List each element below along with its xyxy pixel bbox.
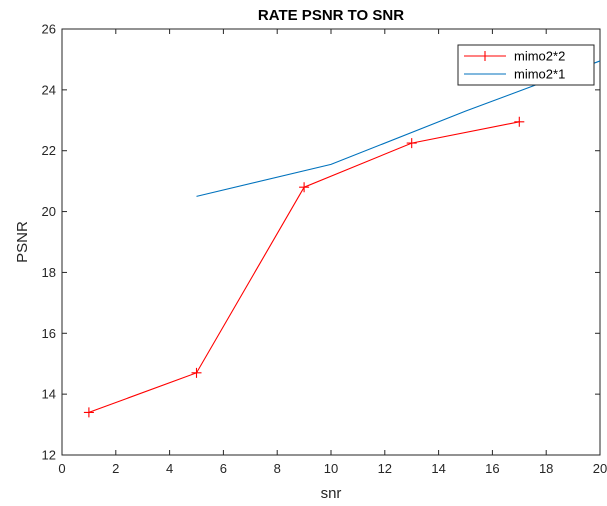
x-tick-label: 6 xyxy=(220,461,227,476)
data-point-marker xyxy=(299,182,310,193)
y-tick-label: 24 xyxy=(42,82,56,97)
data-point-marker xyxy=(406,138,417,149)
legend-marker xyxy=(480,51,490,61)
x-tick-label: 18 xyxy=(539,461,553,476)
y-tick-label: 20 xyxy=(42,204,56,219)
x-tick-label: 14 xyxy=(431,461,445,476)
y-axis-label: PSNR xyxy=(14,221,31,263)
x-tick-label: 2 xyxy=(112,461,119,476)
y-tick-label: 16 xyxy=(42,326,56,341)
legend-box xyxy=(457,44,595,86)
data-point-marker xyxy=(191,367,202,378)
x-tick-label: 10 xyxy=(324,461,338,476)
legend-label: mimo2*1 xyxy=(514,67,565,82)
series-line-mimo2*1 xyxy=(196,60,601,197)
x-tick-label: 0 xyxy=(58,461,65,476)
x-tick-label: 4 xyxy=(166,461,173,476)
y-tick-label: 26 xyxy=(42,22,56,37)
legend-label: mimo2*2 xyxy=(514,49,565,64)
legend: mimo2*2 mimo2*1 xyxy=(457,44,595,86)
data-point-marker xyxy=(83,407,94,418)
y-tick-label: 22 xyxy=(42,143,56,158)
chart-title: RATE PSNR TO SNR xyxy=(258,7,404,24)
y-tick-label: 14 xyxy=(42,387,56,402)
y-tick-label: 12 xyxy=(42,448,56,463)
x-axis-label: snr xyxy=(321,485,342,502)
data-point-marker xyxy=(514,116,525,127)
x-tick-label: 12 xyxy=(378,461,392,476)
y-tick-label: 18 xyxy=(42,265,56,280)
x-tick-label: 16 xyxy=(485,461,499,476)
x-tick-label: 8 xyxy=(274,461,281,476)
x-tick-label: 20 xyxy=(593,461,607,476)
